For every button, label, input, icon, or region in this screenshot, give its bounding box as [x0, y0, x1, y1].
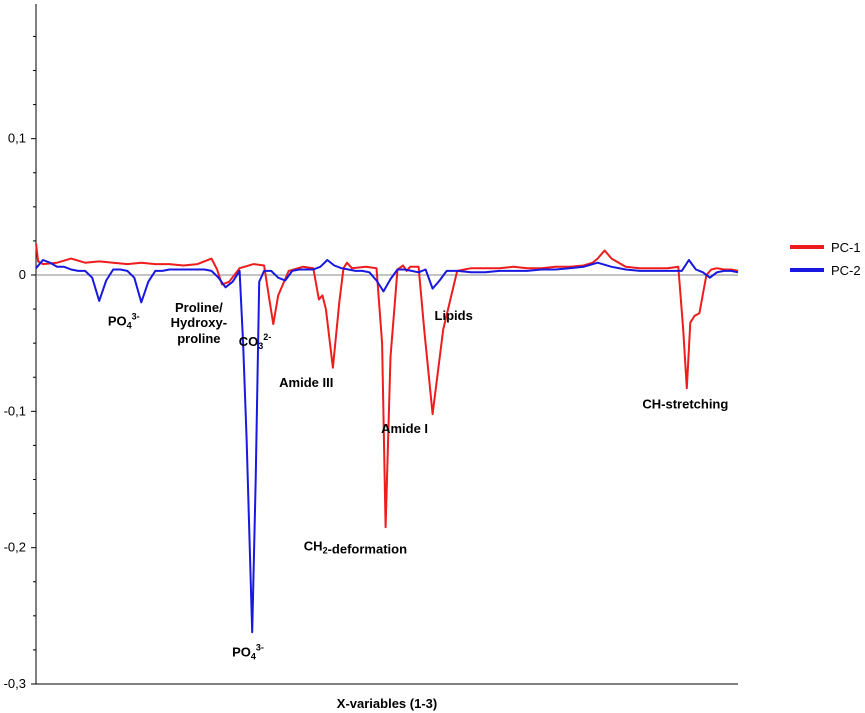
peak-label: CH2-deformation: [304, 538, 407, 556]
peak-annotations: PO43- Proline/Hydroxy-proline CO32- Amide I…: [108, 300, 729, 662]
peak-label: PO43-: [108, 311, 140, 330]
peak-label: proline: [177, 331, 220, 346]
series-lines: [35, 243, 739, 634]
peak-label: Amide I: [381, 421, 428, 436]
series-line-pc-2: [35, 259, 739, 634]
peak-label: Amide III: [279, 375, 333, 390]
y-tick-label: 0: [19, 267, 26, 282]
peak-label: Hydroxy-: [171, 315, 227, 330]
y-ticks: 0,1 0 -0,1 -0,2 -0,3: [4, 35, 36, 691]
peak-label: Proline/: [175, 300, 223, 315]
legend-label-pc-2: PC-2: [831, 263, 861, 278]
plot-area: 0,1 0 -0,1 -0,2 -0,3 PO43- Proline/Hydroxy-pr…: [4, 4, 739, 691]
y-tick-label: 0,1: [8, 131, 26, 146]
legend: PC-1 PC-2: [790, 240, 861, 278]
series-line-pc-1: [35, 243, 739, 529]
peak-label: PO43-: [232, 643, 264, 662]
x-axis-title: X-variables (1-3): [337, 696, 437, 711]
legend-label-pc-1: PC-1: [831, 240, 861, 255]
peak-label: CO32-: [239, 332, 272, 351]
peak-label: Lipids: [435, 308, 473, 323]
peak-label: CH-stretching: [642, 397, 728, 412]
y-tick-label: -0,1: [4, 403, 26, 418]
y-tick-label: -0,2: [4, 540, 26, 555]
y-tick-label: -0,3: [4, 676, 26, 691]
